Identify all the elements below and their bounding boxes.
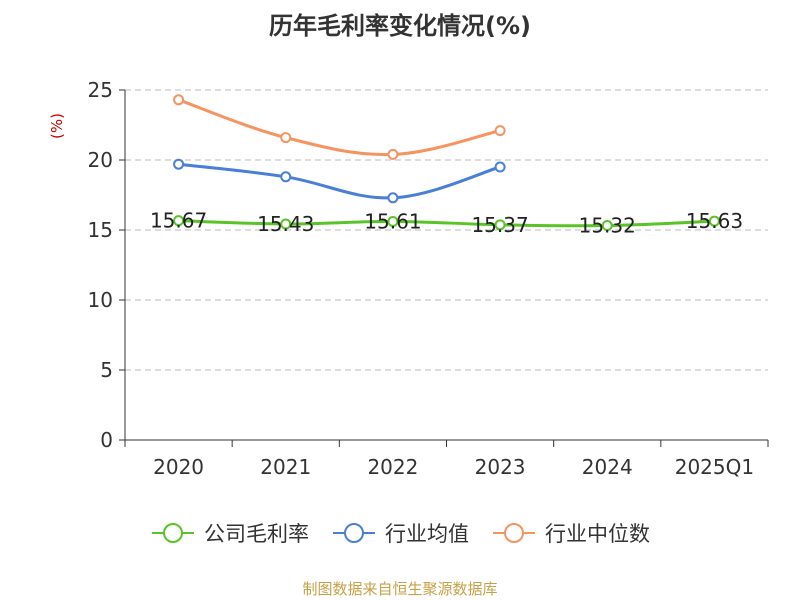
source-note: 制图数据来自恒生聚源数据库 — [302, 580, 498, 598]
data-label: 15.67 — [150, 209, 207, 233]
legend-swatch-marker — [163, 523, 183, 543]
grid-lines — [125, 89, 768, 371]
legend-swatch-marker — [504, 523, 524, 543]
x-tick-label: 2020 — [153, 455, 204, 479]
y-tick-label: 0 — [100, 428, 113, 452]
data-point — [280, 171, 292, 183]
y-tick-label: 15 — [88, 218, 113, 242]
chart-title: 历年毛利率变化情况(%) — [269, 12, 531, 40]
legend: 公司毛利率 行业均值 行业中位数 — [0, 518, 800, 548]
data-point — [387, 148, 399, 160]
data-label: 15.37 — [471, 213, 528, 237]
data-point — [387, 215, 399, 227]
data-point — [494, 125, 506, 137]
data-point — [280, 218, 292, 230]
y-axis-ticks: 0 5 10 15 20 25 — [88, 78, 125, 452]
data-label: 15.32 — [579, 214, 636, 238]
y-axis-label: (%) — [48, 113, 66, 139]
x-tick-label: 2024 — [582, 455, 633, 479]
data-point — [173, 215, 185, 227]
series-line — [178, 162, 501, 200]
data-point — [494, 161, 506, 173]
legend-swatch-marker — [344, 523, 364, 543]
data-point — [708, 215, 720, 227]
data-point — [494, 219, 506, 231]
axes — [124, 90, 768, 441]
series-line — [178, 219, 715, 228]
y-tick-label: 20 — [88, 148, 113, 172]
data-point — [280, 132, 292, 144]
legend-item: 公司毛利率 — [150, 518, 309, 548]
legend-label: 行业均值 — [385, 522, 469, 546]
series-lines — [173, 94, 720, 232]
data-point — [173, 158, 185, 170]
legend-item: 行业中位数 — [491, 518, 650, 548]
y-tick-label: 25 — [88, 78, 113, 102]
data-label: 15.61 — [364, 209, 421, 233]
data-label: 15.43 — [257, 212, 314, 236]
data-label: 15.63 — [686, 209, 743, 233]
legend-label: 行业中位数 — [545, 522, 650, 546]
x-tick-label: 2021 — [260, 455, 311, 479]
legend-swatch — [333, 523, 375, 543]
x-tick-label: 2022 — [367, 455, 418, 479]
y-tick-label: 5 — [100, 358, 113, 382]
data-labels: 15.67 15.43 15.61 15.37 15.32 15.63 — [150, 209, 743, 238]
legend-item: 行业均值 — [331, 518, 469, 548]
legend-swatch — [493, 523, 535, 543]
x-tick-label: 2025Q1 — [675, 455, 754, 479]
x-tick-label: 2023 — [475, 455, 526, 479]
data-point — [173, 94, 185, 106]
data-point — [601, 220, 613, 232]
y-tick-label: 10 — [88, 288, 113, 312]
series-line — [178, 98, 501, 157]
legend-swatch — [152, 523, 194, 543]
legend-label: 公司毛利率 — [204, 522, 309, 546]
data-point — [387, 192, 399, 204]
x-axis-ticks: 2020 2021 2022 2023 2024 2025Q1 — [124, 440, 769, 479]
